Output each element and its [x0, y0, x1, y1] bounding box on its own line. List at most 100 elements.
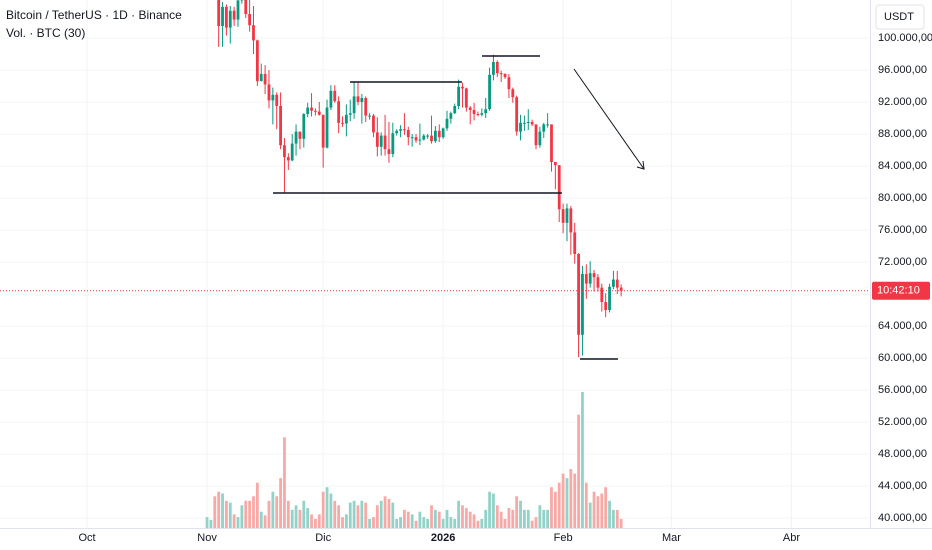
- x-tick-label: Abr: [783, 532, 800, 544]
- volume-bar: [581, 392, 584, 528]
- candle-body: [267, 84, 271, 101]
- volume-bar: [348, 502, 352, 528]
- candle-body: [356, 96, 360, 102]
- volume-bar: [484, 509, 488, 528]
- volume-bar: [255, 482, 259, 528]
- candle-body: [581, 274, 584, 335]
- candle-body: [492, 62, 495, 75]
- arrow-head: [636, 160, 645, 170]
- candle-body: [372, 115, 375, 133]
- candle-body: [375, 132, 379, 147]
- volume-bar: [286, 500, 290, 528]
- volume-bar: [360, 500, 364, 528]
- x-tick-label: Nov: [197, 532, 217, 544]
- candle-body: [306, 107, 310, 114]
- candle-body: [619, 287, 623, 291]
- y-tick-label: 52.000,00: [878, 416, 927, 428]
- candle-body: [546, 124, 550, 126]
- currency-box[interactable]: [875, 4, 925, 30]
- volume-bar: [217, 491, 221, 528]
- volume-bar: [209, 519, 213, 528]
- candle-body: [255, 40, 259, 82]
- candle-body: [290, 143, 294, 161]
- candle-body: [480, 113, 484, 115]
- candle-body: [433, 130, 437, 142]
- candle-body: [248, 14, 252, 26]
- candle-body: [600, 287, 604, 302]
- countdown: 10:42:10: [877, 285, 920, 297]
- candle-body: [430, 135, 433, 142]
- volume-bar: [418, 511, 422, 528]
- y-tick-label: 100.000,00: [878, 32, 932, 44]
- currency-label[interactable]: USDT: [884, 11, 914, 23]
- candle-body: [495, 62, 499, 74]
- volume-bar: [228, 502, 232, 528]
- volume-bar: [453, 518, 457, 528]
- candle-body: [217, 0, 221, 26]
- volume-bar: [344, 514, 348, 528]
- candle-body: [395, 130, 399, 134]
- volume-bar: [546, 509, 550, 528]
- volume-bar: [310, 514, 313, 528]
- y-tick-label: 84.000,00: [878, 160, 927, 172]
- volume-bar: [372, 517, 375, 528]
- candle-body: [410, 137, 414, 139]
- candle-body: [488, 74, 491, 110]
- volume-bar: [530, 520, 534, 528]
- candle-body: [542, 124, 546, 132]
- candle-body: [317, 111, 321, 115]
- volume-bar: [445, 509, 449, 528]
- volume-bar: [534, 517, 538, 528]
- grid: [0, 0, 870, 528]
- candle-body: [453, 106, 457, 114]
- x-tick-label: Dic: [315, 532, 331, 544]
- candle-body: [507, 77, 511, 90]
- candle-body: [294, 131, 298, 144]
- y-tick-label: 92.000,00: [878, 96, 927, 108]
- candle-body: [461, 86, 464, 89]
- y-tick-label: 44.000,00: [878, 480, 927, 492]
- volume-bar: [538, 505, 542, 528]
- volume-label: Vol. · BTC (30): [6, 26, 85, 40]
- volume-bar: [519, 500, 522, 528]
- volume-bar: [604, 487, 608, 528]
- candle-body: [275, 94, 279, 106]
- candle-body: [592, 273, 596, 278]
- volume-bar: [511, 509, 515, 528]
- volume-bar: [364, 502, 368, 528]
- volume-bar: [321, 491, 325, 528]
- candle-body: [379, 135, 383, 147]
- volume-bar: [383, 496, 387, 528]
- volume-bar: [290, 509, 294, 528]
- volume-bar: [252, 496, 255, 528]
- volume-bar: [395, 518, 399, 528]
- volume-bar: [577, 414, 580, 528]
- volume-bar: [433, 509, 437, 528]
- volume-bar: [492, 493, 495, 528]
- volume-bar: [329, 493, 333, 528]
- volume-bar: [341, 517, 344, 528]
- candle-body: [298, 131, 302, 139]
- volume-bar: [503, 518, 507, 528]
- volume-bar: [298, 509, 302, 528]
- y-tick-label: 76.000,00: [878, 224, 927, 236]
- candle-body: [302, 114, 306, 139]
- candle-body: [232, 10, 236, 20]
- volume-bar: [302, 500, 306, 528]
- candle-body: [418, 139, 422, 141]
- volume-bar: [437, 511, 441, 528]
- candle-body: [596, 277, 600, 288]
- volume-bar: [584, 482, 588, 528]
- volume-bar: [259, 511, 263, 528]
- volume-bar: [248, 500, 252, 528]
- y-tick-label: 72.000,00: [878, 256, 927, 268]
- y-tick-label: 80.000,00: [878, 192, 927, 204]
- candle-body: [286, 157, 290, 161]
- candle-body: [511, 89, 515, 98]
- volume-bar: [375, 505, 379, 528]
- volume-bar: [615, 509, 619, 528]
- plot: [0, 0, 870, 528]
- volume-bar: [472, 514, 476, 528]
- candle-body: [360, 98, 364, 102]
